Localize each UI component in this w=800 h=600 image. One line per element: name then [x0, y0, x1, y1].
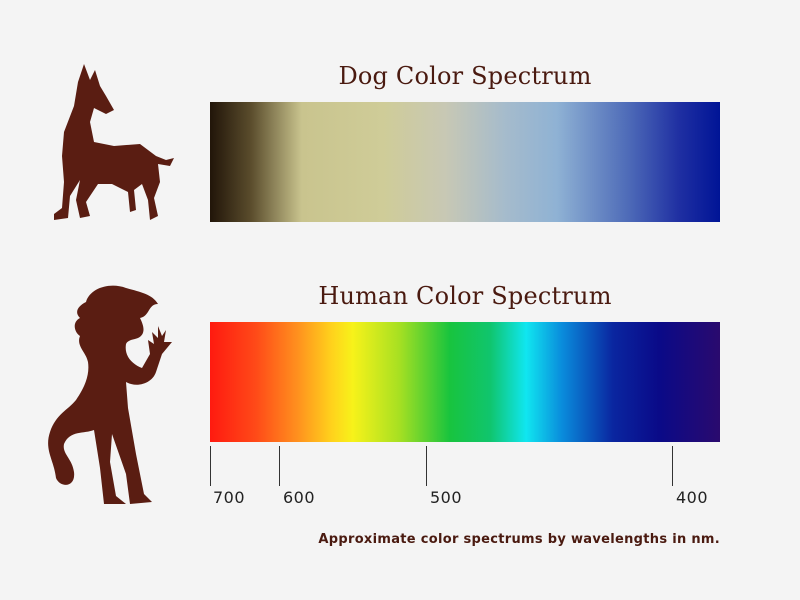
caption: Approximate color spectrums by wavelengt… [318, 532, 720, 547]
human-spectrum-bar [210, 322, 720, 442]
tick-mark-700 [210, 446, 211, 486]
tick-mark-500 [426, 446, 427, 486]
tick-label-700: 700 [213, 488, 246, 507]
tick-mark-400 [672, 446, 673, 486]
dog-spectrum-bar [210, 102, 720, 222]
human-silhouette-icon [48, 285, 172, 504]
tick-label-400: 400 [676, 488, 709, 507]
dog-spectrum-title: Dog Color Spectrum [338, 62, 592, 90]
tick-mark-600 [279, 446, 280, 486]
human-spectrum-title: Human Color Spectrum [318, 282, 612, 310]
tick-label-600: 600 [283, 488, 316, 507]
dog-silhouette-icon [54, 64, 174, 220]
tick-label-500: 500 [430, 488, 463, 507]
